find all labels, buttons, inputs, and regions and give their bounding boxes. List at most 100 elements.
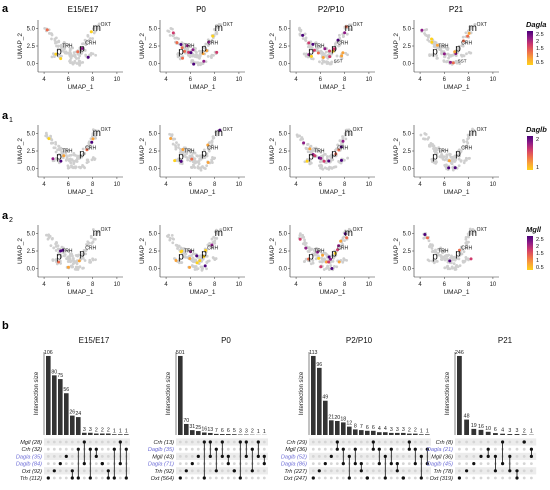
cell-point xyxy=(464,31,468,35)
upset-empty-dot xyxy=(501,476,504,480)
expressing-cell-point xyxy=(327,260,331,264)
cell-point xyxy=(170,233,174,237)
upset-active-dot xyxy=(335,440,339,444)
cell-point xyxy=(443,254,447,258)
cell-point xyxy=(66,51,70,55)
upset-empty-dot xyxy=(262,469,266,473)
expressing-cell-point xyxy=(308,147,312,151)
upset-active-dot xyxy=(383,454,387,458)
cell-point xyxy=(83,49,87,52)
cell-point xyxy=(88,145,92,149)
cell-point xyxy=(341,260,345,264)
cell-point xyxy=(425,28,429,31)
upset-empty-dot xyxy=(118,476,122,480)
expressing-cell-point xyxy=(203,264,207,268)
cell-point xyxy=(445,153,449,157)
umap-y-tick-label: 5.0 xyxy=(279,131,288,137)
upset-empty-dot xyxy=(458,455,461,458)
cell-point xyxy=(210,143,214,146)
upset-bar-label: 49 xyxy=(322,395,328,401)
cell-point xyxy=(54,142,58,146)
upset-empty-dot xyxy=(118,469,122,473)
upset-active-dot xyxy=(353,462,357,466)
cell-point xyxy=(171,241,175,245)
upset-active-dot xyxy=(419,476,423,480)
cell-point xyxy=(50,33,54,37)
expressing-cell-point xyxy=(331,49,335,53)
upset-bar xyxy=(220,434,225,435)
cell-point xyxy=(54,259,58,263)
upset-empty-dot xyxy=(389,476,393,480)
upset-bar xyxy=(377,432,382,435)
umap-x-label: UMAP_1 xyxy=(67,289,93,296)
upset-empty-dot xyxy=(82,469,86,473)
upset-active-dot xyxy=(202,476,206,480)
expressing-cell-point xyxy=(171,31,175,35)
cluster-label-p-crh: p xyxy=(201,249,207,260)
cell-point xyxy=(451,168,455,172)
umap-x-tick-label: 8 xyxy=(343,282,347,288)
cluster-label-m: m xyxy=(93,128,101,139)
upset-active-dot xyxy=(401,476,405,480)
cell-point xyxy=(213,28,217,32)
cell-point xyxy=(51,237,54,240)
upset-bar-label: 16 xyxy=(201,426,207,432)
upset-empty-dot xyxy=(70,447,74,451)
cell-point xyxy=(83,152,87,155)
upset-bar-label: 4 xyxy=(501,428,504,434)
expressing-cell-point xyxy=(322,159,326,163)
expressing-cell-point xyxy=(54,52,58,56)
upset-bar-label: 2 xyxy=(523,428,526,434)
upset-active-dot xyxy=(317,469,321,473)
cell-point xyxy=(189,148,192,151)
expressing-cell-point xyxy=(462,39,466,43)
cell-point xyxy=(325,62,329,65)
cell-point xyxy=(86,240,90,244)
upset-empty-dot xyxy=(256,469,260,473)
expressing-cell-point xyxy=(301,33,305,37)
cell-point xyxy=(204,42,208,46)
upset-active-dot xyxy=(413,447,417,451)
upset-empty-dot xyxy=(522,455,526,458)
expressing-cell-point xyxy=(328,55,332,59)
cell-point xyxy=(440,52,444,56)
umap-x-label: UMAP_1 xyxy=(189,84,215,91)
cell-point xyxy=(468,227,472,231)
cell-point xyxy=(337,33,341,37)
cell-point xyxy=(177,53,181,56)
umap-x-tick-label: 6 xyxy=(189,282,193,288)
cell-point xyxy=(333,44,337,47)
cell-point xyxy=(431,54,435,58)
upset-set-label: Mgll (43) xyxy=(152,454,174,460)
upset-empty-dot xyxy=(46,455,50,458)
cell-point xyxy=(199,255,203,259)
cell-point xyxy=(320,256,324,260)
upset-empty-dot xyxy=(190,476,194,480)
expressing-cell-point xyxy=(206,143,210,147)
cell-point xyxy=(65,155,69,158)
cell-point xyxy=(320,62,324,65)
upset-bar-label: 4 xyxy=(378,426,381,432)
upset-empty-dot xyxy=(323,476,327,480)
legend-color-bar xyxy=(527,136,533,170)
umap-y-tick-label: 5.0 xyxy=(403,131,412,137)
upset-bar-label: 25 xyxy=(195,425,201,431)
expressing-cell-point xyxy=(211,34,215,38)
umap-y-tick-label: 5.0 xyxy=(403,231,412,237)
upset-empty-dot xyxy=(106,462,110,465)
upset-empty-dot xyxy=(365,440,369,444)
legend-tick-label: 1 xyxy=(536,165,539,171)
upset-empty-dot xyxy=(479,447,483,451)
expressing-cell-point xyxy=(337,244,341,248)
upset-bar xyxy=(383,432,388,435)
umap-y-tick-label: 2.5 xyxy=(149,149,158,155)
upset-active-dot xyxy=(377,447,381,451)
cell-point xyxy=(460,252,464,256)
cluster-label-p-trh: p xyxy=(56,46,62,57)
upset-bar xyxy=(389,432,394,435)
cell-point xyxy=(348,28,352,32)
umap-y-label: UMAP_2 xyxy=(139,238,146,264)
upset-active-dot xyxy=(389,462,393,466)
cell-point xyxy=(91,228,95,231)
